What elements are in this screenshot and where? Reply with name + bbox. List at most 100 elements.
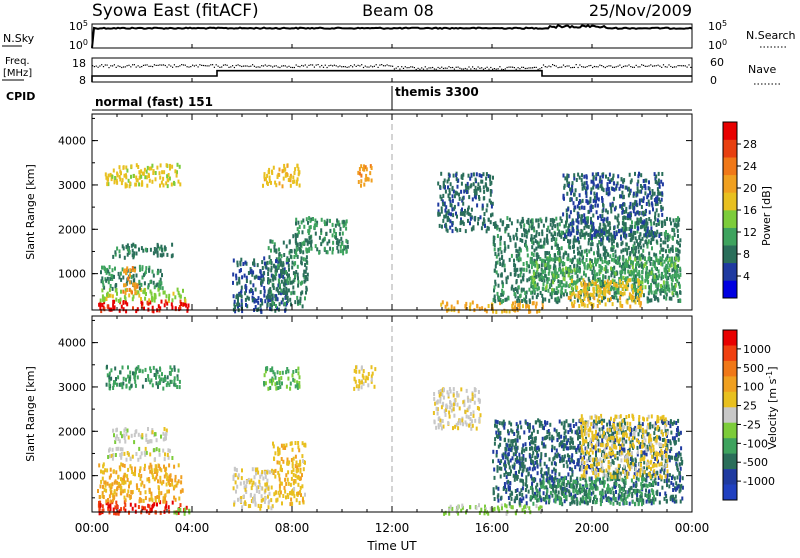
data-cell [623,276,625,280]
data-cell [166,473,168,477]
data-cell [237,300,239,304]
data-cell [114,381,116,385]
nave-dot [543,64,544,65]
data-cell [619,279,621,283]
data-cell [470,399,472,403]
data-cell [662,263,664,267]
data-cell [282,460,284,464]
data-cell [121,181,123,185]
data-cell [119,254,121,258]
data-cell [112,287,114,291]
data-cell [672,237,674,241]
data-cell [465,184,467,188]
data-cell [440,303,442,307]
data-cell [571,279,573,283]
data-cell [305,270,307,274]
data-cell [180,503,182,507]
data-cell [145,490,147,494]
data-cell [462,212,464,216]
data-cell [134,287,136,291]
data-cell [653,253,655,257]
data-cell [144,451,146,455]
data-cell [545,217,547,221]
nave-dot [232,65,233,66]
data-cell [511,254,513,258]
data-cell [539,245,541,249]
data-cell [579,206,581,210]
data-cell [154,468,156,472]
data-cell [597,216,599,220]
data-cell [156,369,158,373]
data-cell [245,484,247,488]
data-cell [293,262,295,266]
data-cell [677,299,679,303]
data-cell [149,488,151,492]
data-cell [569,246,571,250]
data-cell [108,280,110,284]
data-cell [283,282,285,286]
data-cell [270,506,272,510]
data-cell [120,370,122,374]
data-cell [603,247,605,251]
data-cell [336,246,338,250]
data-cell [656,230,658,234]
data-cell [278,248,280,252]
nave-dot [256,67,257,68]
data-cell [162,387,164,391]
data-cell [501,250,503,254]
nave-dot [374,66,375,67]
data-cell [553,274,555,278]
data-cell [586,249,588,253]
data-cell [577,294,579,298]
data-cell [592,186,594,190]
data-cell [236,261,238,265]
data-cell [488,218,490,222]
data-cell [473,225,475,229]
data-cell [470,417,472,421]
nave-dot [592,67,593,68]
data-cell [604,293,606,297]
data-cell [433,392,435,396]
nave-dot [610,65,611,66]
data-cell [179,165,181,169]
data-cell [303,467,305,471]
data-cell [460,190,462,194]
data-cell [581,303,583,307]
data-cell [580,252,582,256]
data-cell [145,496,147,500]
data-cell [477,182,479,186]
data-cell [675,284,677,288]
data-cell [164,303,166,307]
data-cell [453,403,455,407]
data-cell [297,300,299,304]
data-cell [442,402,444,406]
data-cell [107,482,109,486]
data-cell [134,282,136,286]
nave-dot [194,65,195,66]
data-cell [132,266,134,270]
data-cell [278,253,280,257]
data-cell [477,221,479,225]
nave-dot [567,65,568,66]
data-cell [281,264,283,268]
data-cell [527,220,529,224]
data-cell [329,229,331,233]
data-cell [665,258,667,262]
nave-dot [478,66,479,67]
data-cell [630,225,632,229]
data-cell [279,477,281,481]
data-cell [279,385,281,389]
data-cell [263,294,265,298]
data-cell [115,470,117,474]
nave-dot [621,67,622,68]
data-cell [361,380,363,384]
data-cell [634,258,636,262]
nave-dot [121,67,122,68]
data-cell [460,387,462,391]
data-cell [443,184,445,188]
data-cell [599,223,601,227]
data-cell [131,434,133,438]
data-cell [179,182,181,186]
data-cell [622,281,624,285]
data-cell [499,228,501,232]
